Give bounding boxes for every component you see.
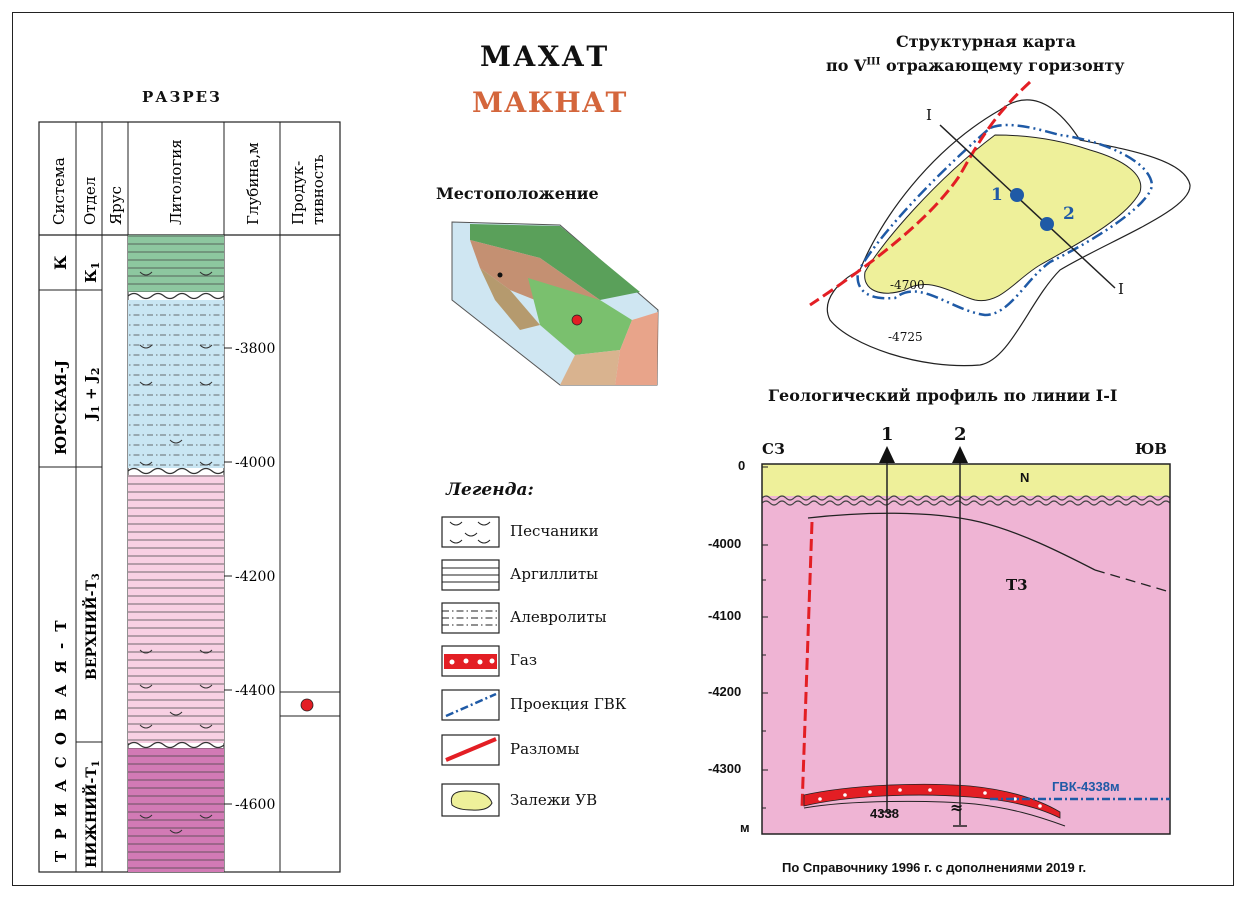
map-title-2-post: отражающему горизонту xyxy=(880,56,1125,75)
map-contour-4700: -4700 xyxy=(890,278,925,292)
profile-depth-4300: -4300 xyxy=(708,761,742,776)
structure-map xyxy=(809,80,1191,367)
frame xyxy=(12,12,1234,886)
header-system: Система xyxy=(50,157,68,225)
map-title-2-pre: по V xyxy=(826,56,867,75)
title-main: МАХАТ xyxy=(480,40,610,73)
profile-depth-4200: -4200 xyxy=(708,684,742,699)
legend-item-gas: Газ xyxy=(510,651,538,669)
header-stage: Ярус xyxy=(107,186,125,225)
header-lithology: Литология xyxy=(167,139,185,225)
map-title-2: по VIII отражающему горизонту xyxy=(826,56,1125,75)
profile-left: СЗ xyxy=(762,440,785,458)
profile-well-depth: 4338 xyxy=(870,806,899,821)
profile-layer-t3: Т3 xyxy=(1006,576,1028,594)
series-lower: НИЖНИЙ-Т1 xyxy=(81,760,102,868)
map-line-end: I xyxy=(1118,280,1124,298)
depth-4600: -4600 xyxy=(235,797,275,813)
section-title: РАЗРЕЗ xyxy=(142,88,222,106)
legend-item-sandstone: Песчаники xyxy=(510,522,599,540)
map-contour-4725: -4725 xyxy=(888,330,923,344)
profile-depth-4100: -4100 xyxy=(708,608,742,623)
map-well-1: 1 xyxy=(991,185,1003,205)
profile-depth-unit: м xyxy=(740,820,750,835)
profile-section xyxy=(761,446,1171,835)
map-line-start: I xyxy=(926,106,932,124)
header-series: Отдел xyxy=(81,177,99,225)
series-upper: ВЕРХНИЙ-Т3 xyxy=(81,573,102,680)
header-productivity-2: тивность xyxy=(309,154,327,225)
profile-depth-4000: -4000 xyxy=(708,536,742,551)
depth-4400: -4400 xyxy=(235,683,275,699)
header-productivity-1: Продук- xyxy=(289,161,307,225)
header-depth: Глубина,м xyxy=(244,142,262,225)
legend-symbols xyxy=(441,516,500,817)
depth-3800: -3800 xyxy=(235,341,275,357)
footer-source: По Справочнику 1996 г. с дополнениями 20… xyxy=(782,860,1087,875)
legend-item-faults: Разломы xyxy=(510,740,580,758)
profile-title: Геологический профиль по линии I-I xyxy=(768,386,1118,405)
series-j: J1 + J2 xyxy=(82,367,102,422)
map-title-1: Структурная карта xyxy=(896,32,1076,51)
legend-title: Легенда: xyxy=(446,480,534,500)
map-title-2-sup: III xyxy=(866,56,881,68)
profile-well-2: 2 xyxy=(954,424,967,445)
location-map xyxy=(451,221,659,386)
depth-4200: -4200 xyxy=(235,569,275,585)
system-jurassic: ЮРСКАЯ-J xyxy=(52,360,70,455)
series-k1: К1 xyxy=(82,262,102,283)
profile-right: ЮВ xyxy=(1135,440,1167,458)
profile-well-1: 1 xyxy=(881,424,894,445)
profile-gvk-label: ГВК-4338м xyxy=(1052,779,1120,794)
legend-item-gvk: Проекция ГВК xyxy=(510,695,627,713)
depth-4000: -4000 xyxy=(235,455,275,471)
profile-depth-0: 0 xyxy=(738,458,746,473)
legend-item-siltstone: Алевролиты xyxy=(510,608,607,626)
map-well-2: 2 xyxy=(1063,204,1075,224)
location-title: Местоположение xyxy=(436,184,599,203)
system-triassic: Т Р И А С О В А Я - Т xyxy=(52,617,70,862)
title-alt: МАКНАТ xyxy=(472,86,628,119)
profile-break-mark: ≈ xyxy=(950,798,964,817)
profile-layer-n: N xyxy=(1020,470,1030,485)
legend-item-deposits: Залежи УВ xyxy=(510,791,598,809)
legend-item-argillite: Аргиллиты xyxy=(510,565,599,583)
system-k: К xyxy=(51,255,70,270)
